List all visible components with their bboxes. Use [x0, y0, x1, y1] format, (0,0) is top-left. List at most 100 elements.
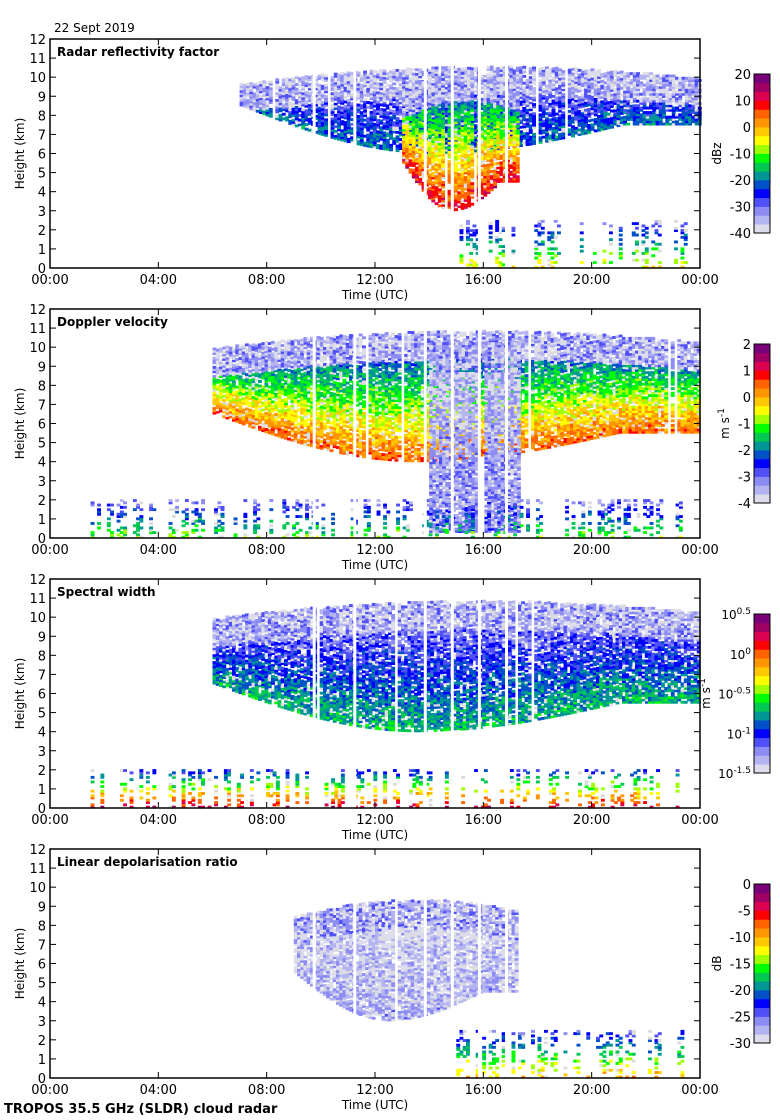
heatmap-cell — [304, 104, 309, 108]
heatmap-cell — [376, 137, 380, 141]
heatmap-cell — [376, 91, 380, 95]
heatmap-cell — [288, 87, 293, 91]
heatmap-cell — [385, 129, 390, 133]
heatmap-cell — [515, 124, 520, 128]
heatmap-cell — [470, 122, 475, 126]
heatmap-cell — [288, 122, 293, 125]
heatmap-cell — [363, 89, 367, 92]
heatmap-cell — [618, 226, 623, 230]
heatmap-cell — [379, 94, 384, 98]
heatmap-cell — [337, 119, 341, 123]
heatmap-cell — [330, 126, 335, 130]
heatmap-cell — [324, 131, 328, 135]
heatmap-cell — [363, 91, 367, 95]
heatmap-cell — [389, 143, 393, 147]
heatmap-cell — [343, 77, 348, 81]
heatmap-cell — [278, 113, 283, 117]
heatmap-cell — [239, 92, 244, 95]
heatmap-cell — [324, 124, 328, 128]
heatmap-cell — [346, 78, 351, 82]
heatmap-cell — [317, 109, 322, 112]
heatmap-cell — [372, 122, 377, 126]
heatmap-cell — [346, 71, 351, 75]
heatmap-cell — [343, 111, 348, 115]
feature-precipitating-core — [402, 71, 520, 212]
heatmap-cell — [350, 113, 354, 117]
heatmap-cell — [515, 83, 520, 87]
heatmap-cell — [304, 109, 309, 113]
heatmap-cell — [359, 74, 364, 78]
heatmap-cell — [346, 89, 351, 93]
heatmap-cell — [317, 74, 322, 78]
heatmap-cell — [379, 112, 384, 116]
heatmap-cell — [343, 134, 348, 138]
heatmap-cell — [298, 88, 302, 92]
heatmap-cell — [379, 75, 384, 79]
heatmap-cell — [330, 135, 335, 139]
heatmap-cell — [307, 99, 312, 102]
heatmap-cell — [301, 117, 306, 121]
heatmap-cell — [324, 104, 328, 108]
heatmap-cell — [385, 83, 390, 87]
heatmap-cell — [557, 224, 561, 228]
heatmap-cell — [317, 99, 322, 103]
heatmap-cell — [350, 129, 354, 133]
heatmap-cell — [285, 86, 289, 90]
heatmap-cell — [369, 124, 374, 128]
heatmap-cell — [252, 97, 257, 100]
heatmap-cell — [382, 85, 387, 89]
heatmap-cell — [635, 222, 639, 226]
heatmap-cell — [268, 94, 273, 98]
heatmap-cell — [330, 83, 335, 87]
heatmap-cell — [324, 127, 328, 130]
heatmap-cell — [382, 131, 387, 135]
heatmap-cell — [532, 112, 536, 116]
heatmap-cell — [460, 71, 465, 75]
heatmap-cell — [301, 112, 306, 116]
heatmap-cell — [379, 110, 384, 114]
heatmap-cell — [246, 103, 250, 107]
heatmap-cell — [304, 75, 309, 78]
heatmap-cell — [418, 177, 423, 181]
heatmap-cell — [488, 222, 493, 226]
heatmap-cell — [340, 108, 345, 112]
heatmap-cell — [609, 252, 613, 255]
heatmap-cell — [389, 123, 393, 127]
heatmap-cell — [389, 132, 393, 136]
heatmap-cell — [376, 112, 380, 115]
heatmap-cell — [350, 127, 354, 131]
heatmap-cell — [304, 84, 309, 88]
heatmap-cell — [343, 107, 348, 111]
heatmap-cell — [291, 102, 296, 106]
heatmap-cell — [346, 94, 351, 98]
heatmap-cell — [324, 74, 328, 78]
heatmap-cell — [314, 105, 319, 109]
heatmap-cell — [333, 102, 338, 106]
heatmap-cell — [389, 130, 393, 133]
heatmap-cell — [356, 71, 361, 75]
heatmap-cell — [298, 98, 302, 101]
heatmap-cell — [389, 98, 393, 101]
heatmap-cell — [320, 75, 325, 79]
heatmap-cell — [379, 130, 384, 134]
heatmap-cell — [515, 175, 520, 179]
heatmap-cell — [346, 73, 351, 77]
heatmap-cell — [307, 103, 312, 107]
heatmap-cell — [385, 106, 390, 110]
heatmap-cell — [441, 78, 445, 81]
heatmap-cell — [372, 81, 377, 85]
heatmap-cell — [379, 103, 384, 107]
heatmap-cell — [317, 120, 322, 124]
heatmap-cell — [288, 112, 293, 116]
heatmap-cell — [262, 103, 267, 107]
heatmap-cell — [434, 66, 439, 70]
heatmap-cell — [343, 139, 348, 143]
heatmap-cell — [515, 129, 520, 133]
heatmap-cell — [291, 79, 296, 83]
heatmap-cell — [346, 133, 351, 137]
heatmap-cell — [379, 69, 384, 72]
heatmap-cell — [376, 144, 380, 147]
heatmap-cell — [298, 102, 302, 106]
heatmap-cell — [333, 107, 338, 110]
heatmap-cell — [262, 89, 267, 93]
